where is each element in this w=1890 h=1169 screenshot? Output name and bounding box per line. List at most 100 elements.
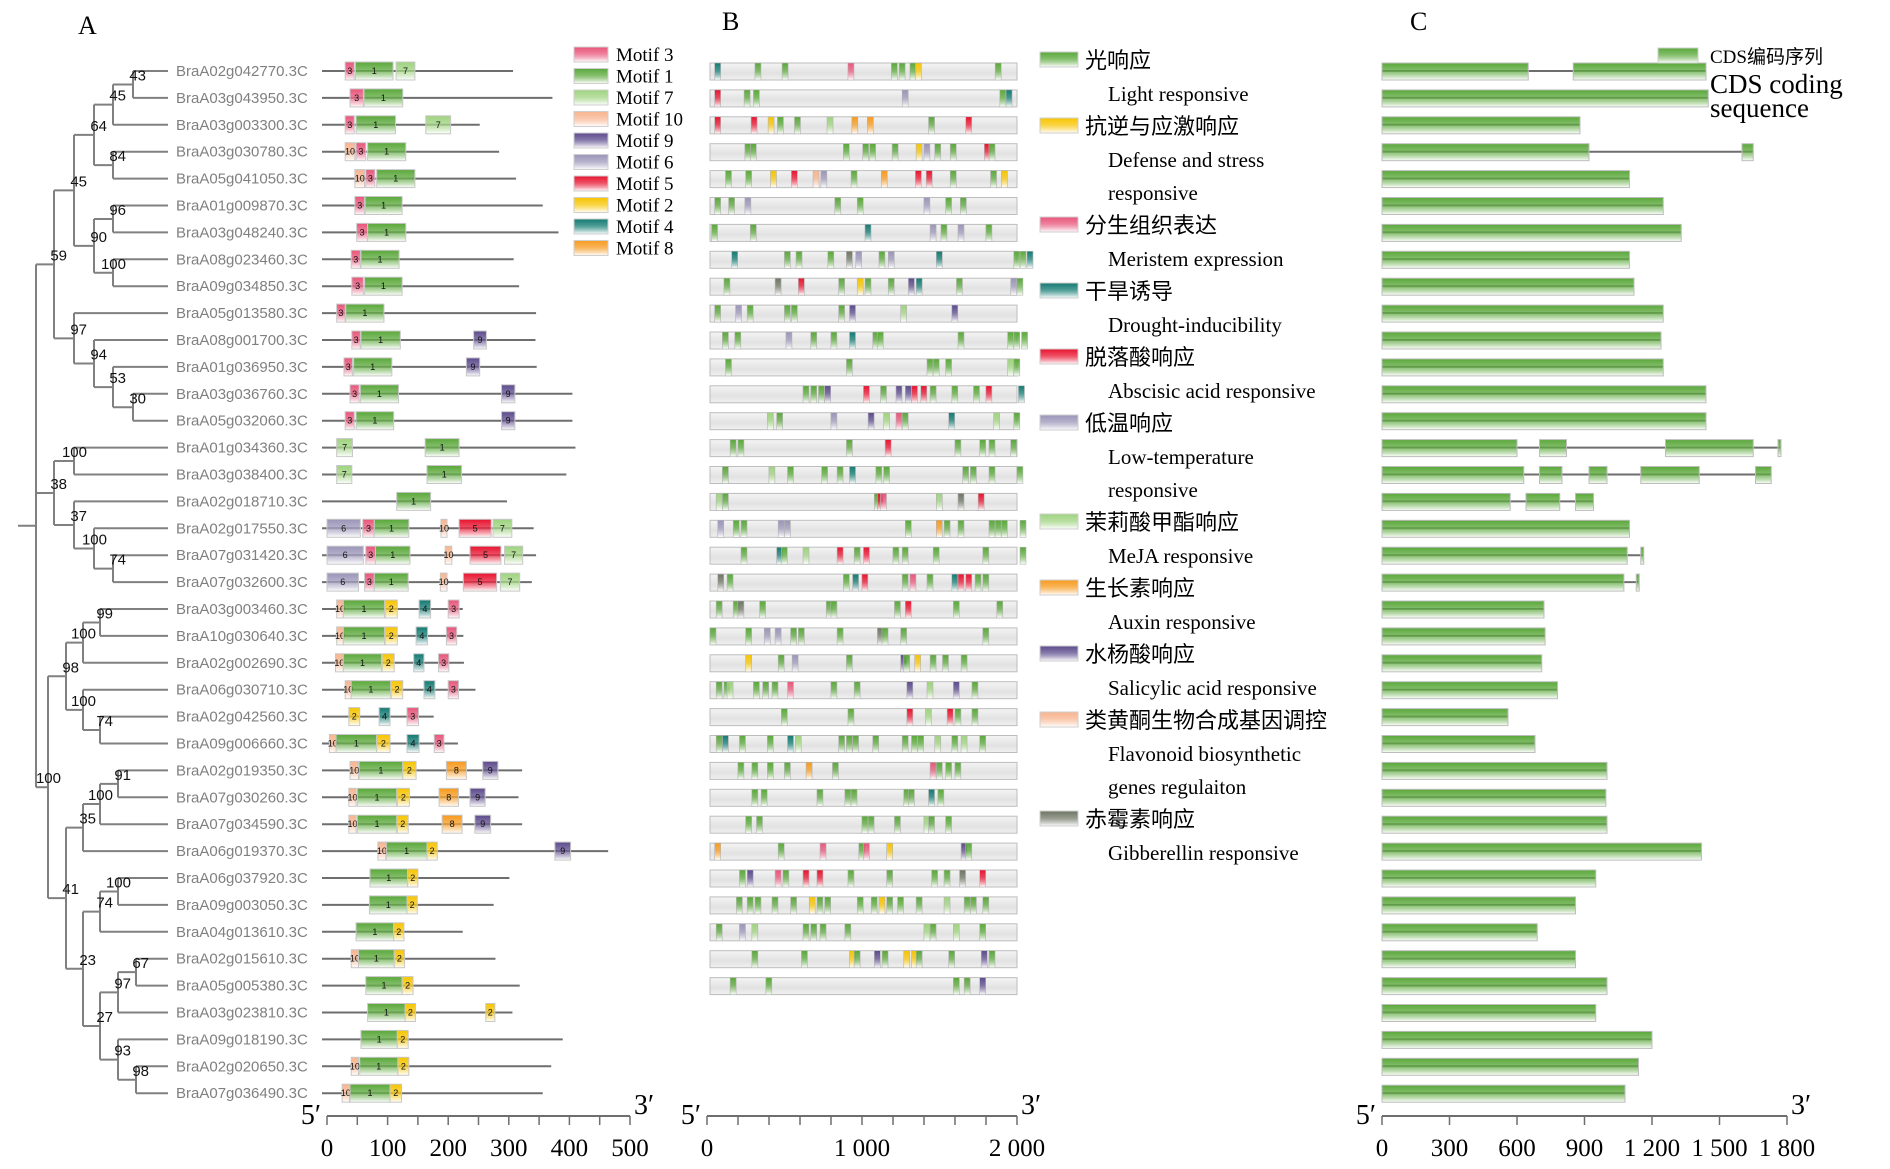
motif-number: 3 <box>368 174 373 184</box>
cis-element-stress <box>1001 170 1008 188</box>
cis-element-drought <box>951 573 959 592</box>
promoter-bar <box>709 223 1018 242</box>
promoter-bar <box>709 170 1018 189</box>
motif-3-box <box>343 357 353 377</box>
cis-element-light <box>743 89 751 108</box>
motif-7-box <box>499 572 521 592</box>
panel-label-a: A <box>78 11 97 40</box>
cis-element-light <box>877 331 884 350</box>
cis-element-stress <box>914 654 921 673</box>
motif-number: 2 <box>400 1034 405 1044</box>
cis-element-light <box>818 385 825 404</box>
promoter-row <box>709 439 1018 458</box>
axis-tick-label: 0 <box>321 1135 334 1162</box>
promoter-row <box>709 654 1018 673</box>
motif-row: 3 1 7 <box>322 61 514 81</box>
cis-element-light <box>982 546 990 565</box>
cis-element-meja <box>802 546 810 565</box>
cis-element-light <box>908 788 915 807</box>
cds-exon <box>1381 116 1581 135</box>
motif-row: 10 1 2 8 9 <box>322 787 519 807</box>
cis-element-light <box>729 977 737 995</box>
cis-element-drought <box>787 735 794 753</box>
cis-element-light <box>847 869 855 888</box>
cds-exon <box>1381 842 1702 861</box>
promoter-bar <box>709 654 1018 673</box>
axis-tick-label: 2 000 <box>989 1135 1045 1162</box>
cis-element-sa <box>849 304 856 323</box>
motif-4-box <box>378 707 391 727</box>
promoter-bar <box>709 977 1018 996</box>
motif-3-box <box>349 384 360 404</box>
cis-legend-swatch <box>1039 645 1079 662</box>
cis-element-sa <box>873 950 881 969</box>
gene-structure-row <box>1381 170 1630 189</box>
cis-element-light <box>951 735 959 753</box>
cis-element-light <box>832 762 839 780</box>
bootstrap-value: 74 <box>96 713 113 730</box>
gene-structure-row <box>1381 385 1707 404</box>
cis-element-light <box>960 197 967 215</box>
cis-element-light <box>802 923 810 942</box>
cis-legend-swatch <box>1039 51 1079 68</box>
cis-element-stress <box>808 896 816 915</box>
promoter-bar <box>709 869 1018 888</box>
motif-number: 9 <box>475 792 480 802</box>
axis-tick-label: 300 <box>490 1135 528 1162</box>
motif-number: 1 <box>374 954 379 964</box>
gene-name: BraA03g048240.3C <box>176 224 308 241</box>
promoter-row <box>709 358 1021 377</box>
cis-element-light <box>898 62 906 81</box>
motif-2-box <box>397 1056 410 1076</box>
cis-element-light <box>1007 331 1014 350</box>
motif-number: 9 <box>471 362 476 372</box>
bootstrap-value: 96 <box>109 202 126 219</box>
gene-structure-row <box>1381 869 1597 888</box>
motif-legend-label: Motif 3 <box>616 45 674 66</box>
motif-number: 1 <box>360 658 365 668</box>
cis-element-light <box>988 143 996 161</box>
cds-legend-label-en: CDS coding <box>1710 69 1843 99</box>
promoter-row <box>709 277 1024 296</box>
motif-number: 1 <box>377 1034 382 1044</box>
cis-element-light <box>994 519 1002 538</box>
cis-element-meja <box>767 412 774 431</box>
cis-element-light <box>751 788 759 807</box>
bootstrap-value: 100 <box>71 693 96 710</box>
cis-element-light <box>801 950 808 969</box>
motif-3-box <box>349 88 364 108</box>
motif-number: 3 <box>338 308 343 318</box>
cis-element-light <box>988 439 996 457</box>
motif-legend-label: Motif 6 <box>616 153 674 174</box>
cis-element-light <box>870 896 878 915</box>
cis-element-ga <box>959 869 966 888</box>
cis-legend-label-en: Auxin responsive <box>1108 610 1256 634</box>
motif-number: 1 <box>384 147 389 157</box>
cis-element-light <box>926 358 934 377</box>
cis-element-light <box>954 439 962 457</box>
gene-structure-row <box>1381 627 1546 646</box>
cis-element-aba <box>791 170 798 188</box>
motif-1-box <box>373 572 409 592</box>
cis-legend-label-zh: 水杨酸响应 <box>1085 642 1195 667</box>
cds-exon <box>1539 439 1567 458</box>
cds-exon <box>1381 815 1608 834</box>
cis-element-light <box>878 251 886 269</box>
gene-structure-row <box>1381 1030 1653 1049</box>
motif-number: 6 <box>340 577 345 587</box>
cis-element-lowtemp <box>774 627 782 646</box>
motif-10-box <box>348 814 357 834</box>
cis-element-light <box>932 546 940 565</box>
cis-legend-swatch <box>1039 282 1079 299</box>
gene-structure-row <box>1381 546 1645 565</box>
motif-1-box <box>359 384 400 404</box>
cis-element-legend: 光响应 Light responsive 抗逆与应激响应 Defense and st… <box>1039 48 1327 865</box>
cis-element-light <box>971 708 979 726</box>
cis-element-light <box>794 116 801 135</box>
cis-element-light <box>954 762 962 780</box>
cis-element-meristem <box>909 573 917 592</box>
cds-exon <box>1381 492 1511 511</box>
